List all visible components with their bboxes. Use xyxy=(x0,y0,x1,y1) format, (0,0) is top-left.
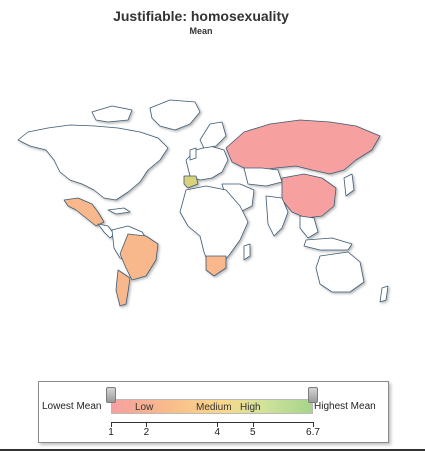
uk-region xyxy=(190,148,196,160)
map-title: Justifiable: homosexuality xyxy=(0,8,402,24)
greenland-region xyxy=(150,100,200,130)
bottom-rule xyxy=(0,449,425,451)
legend-tick-label: 1 xyxy=(108,427,114,438)
indonesia-region xyxy=(304,238,352,250)
argentina-region xyxy=(116,270,130,306)
legend: Lowest Mean Highest Mean Low Medium High… xyxy=(38,381,389,443)
russia-region xyxy=(226,120,380,174)
legend-tick-label: 6.7 xyxy=(306,427,320,438)
brazil-region xyxy=(120,234,158,280)
central-america-region xyxy=(98,224,114,238)
cuba-region xyxy=(108,208,130,214)
canadian-islands-region xyxy=(92,106,132,122)
world-map xyxy=(0,95,425,315)
legend-band-medium: Medium xyxy=(196,402,232,413)
legend-max-label: Highest Mean xyxy=(314,401,376,412)
north-america-region xyxy=(18,125,168,200)
legend-tick-label: 5 xyxy=(250,427,256,438)
legend-tick-label: 2 xyxy=(144,427,150,438)
legend-axis xyxy=(111,422,313,423)
south-africa-region xyxy=(206,256,226,276)
australia-region xyxy=(316,252,364,292)
legend-band-high: High xyxy=(240,402,261,413)
legend-band-low: Low xyxy=(135,402,153,413)
mexico-region xyxy=(64,198,104,226)
central-asia-region xyxy=(244,168,282,186)
map-subtitle: Mean xyxy=(0,26,402,36)
southeast-asia-region xyxy=(300,216,318,238)
japan-region xyxy=(344,174,354,196)
scandinavia-region xyxy=(200,122,226,148)
china-region xyxy=(282,174,336,218)
spain-region xyxy=(184,176,198,188)
madagascar-region xyxy=(244,244,250,260)
legend-min-label: Lowest Mean xyxy=(42,401,101,412)
legend-min-handle[interactable] xyxy=(106,387,116,403)
legend-tick-label: 4 xyxy=(215,427,221,438)
legend-max-handle[interactable] xyxy=(308,387,318,403)
new-zealand-region xyxy=(380,286,388,302)
